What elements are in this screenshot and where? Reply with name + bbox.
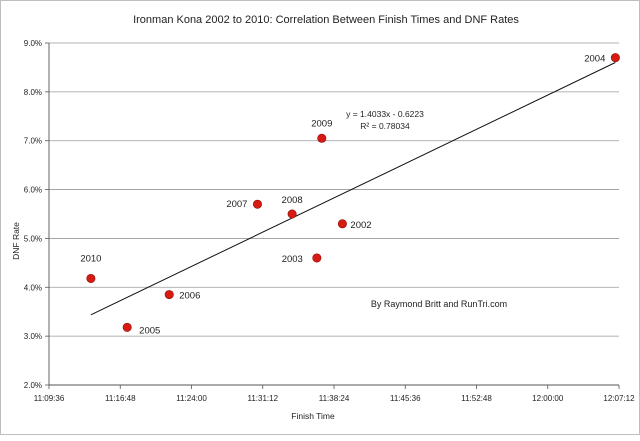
- x-tick-label: 12:00:00: [532, 394, 564, 403]
- data-point: [317, 133, 327, 143]
- data-point: [610, 53, 620, 63]
- x-tick-label: 11:38:24: [319, 394, 350, 403]
- chart-title: Ironman Kona 2002 to 2010: Correlation B…: [133, 14, 519, 26]
- y-tick-label: 9.0%: [24, 39, 42, 48]
- data-point-label: 2004: [584, 54, 605, 65]
- y-tick-label: 7.0%: [24, 137, 42, 146]
- y-tick-label: 3.0%: [24, 332, 42, 341]
- x-tick-label: 11:52:48: [461, 394, 492, 403]
- data-point-label: 2006: [179, 291, 200, 302]
- data-point-label: 2008: [282, 195, 303, 206]
- x-tick-label: 11:31:12: [247, 394, 278, 403]
- y-tick-label: 8.0%: [24, 88, 42, 97]
- y-axis-label: DNF Rate: [11, 222, 21, 260]
- trendline: [90, 62, 616, 316]
- data-point-label: 2003: [282, 254, 303, 265]
- trendline-group: [90, 62, 616, 316]
- chart-annotation: By Raymond Britt and RunTri.com: [371, 299, 507, 309]
- data-point-label: 2002: [350, 220, 371, 231]
- x-axis-label: Finish Time: [291, 411, 335, 421]
- data-point: [312, 253, 322, 263]
- data-point: [337, 219, 347, 229]
- y-tick-label: 2.0%: [24, 381, 42, 390]
- data-point-label: 2005: [139, 325, 160, 336]
- data-point: [287, 209, 297, 219]
- data-point-label: 2010: [80, 253, 101, 264]
- x-tick-label: 12:07:12: [603, 394, 635, 403]
- data-point: [86, 273, 96, 283]
- x-tick-label: 11:09:36: [34, 394, 65, 403]
- axes: 2.0% 3.0% 4.0% 5.0% 6.0% 7.0% 8.0% 9.0% 11:09:36…: [24, 39, 635, 403]
- data-point: [252, 199, 262, 209]
- y-tick-label: 6.0%: [24, 186, 42, 195]
- data-point: [122, 322, 132, 332]
- x-tick-label: 11:45:36: [390, 394, 421, 403]
- y-tick-label: 5.0%: [24, 234, 42, 243]
- data-points: 2002 2003 2004 2005 2006 2007 2008 2009 2010: [80, 53, 620, 336]
- x-tick-label: 11:16:48: [105, 394, 136, 403]
- y-tick-label: 4.0%: [24, 283, 42, 292]
- trendline-equation: y = 1.4033x - 0.6223: [346, 109, 424, 119]
- x-tick-label: 11:24:00: [176, 394, 207, 403]
- data-point-label: 2009: [311, 118, 332, 129]
- gridlines: [49, 42, 619, 386]
- data-point: [164, 290, 174, 300]
- data-point-label: 2007: [226, 199, 247, 210]
- trendline-r-squared: R² = 0.78034: [360, 121, 410, 131]
